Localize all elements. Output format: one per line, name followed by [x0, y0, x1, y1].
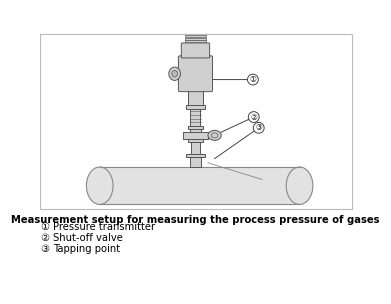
- Circle shape: [248, 74, 258, 85]
- FancyBboxPatch shape: [181, 43, 210, 58]
- Text: Pressure transmitter: Pressure transmitter: [53, 222, 155, 232]
- Text: ③: ③: [255, 123, 262, 132]
- Ellipse shape: [86, 167, 113, 205]
- Text: ①: ①: [40, 222, 49, 232]
- Text: ③: ③: [40, 244, 49, 254]
- Bar: [100, 167, 300, 205]
- Bar: [186, 154, 204, 157]
- Ellipse shape: [172, 71, 178, 77]
- Ellipse shape: [208, 130, 221, 140]
- Circle shape: [248, 112, 259, 123]
- Text: Shut-off valve: Shut-off valve: [53, 233, 123, 243]
- Bar: [188, 90, 203, 105]
- Bar: [190, 109, 201, 126]
- Ellipse shape: [211, 133, 218, 138]
- Text: ②: ②: [40, 233, 49, 243]
- Text: Measurement setup for measuring the process pressure of gases: Measurement setup for measuring the proc…: [11, 215, 380, 225]
- Bar: [188, 126, 203, 129]
- FancyBboxPatch shape: [178, 56, 213, 92]
- Bar: [40, 34, 352, 209]
- Ellipse shape: [169, 67, 181, 80]
- Bar: [185, 36, 206, 37]
- Bar: [190, 129, 201, 139]
- Text: ②: ②: [250, 112, 257, 122]
- Bar: [186, 105, 204, 109]
- Bar: [185, 38, 206, 40]
- Bar: [185, 40, 206, 42]
- Text: ①: ①: [249, 75, 256, 84]
- Ellipse shape: [286, 167, 313, 205]
- Bar: [190, 157, 201, 167]
- Bar: [183, 132, 208, 139]
- Text: Tapping point: Tapping point: [53, 244, 120, 254]
- Bar: [188, 139, 203, 142]
- Bar: [191, 142, 200, 154]
- Circle shape: [253, 123, 264, 133]
